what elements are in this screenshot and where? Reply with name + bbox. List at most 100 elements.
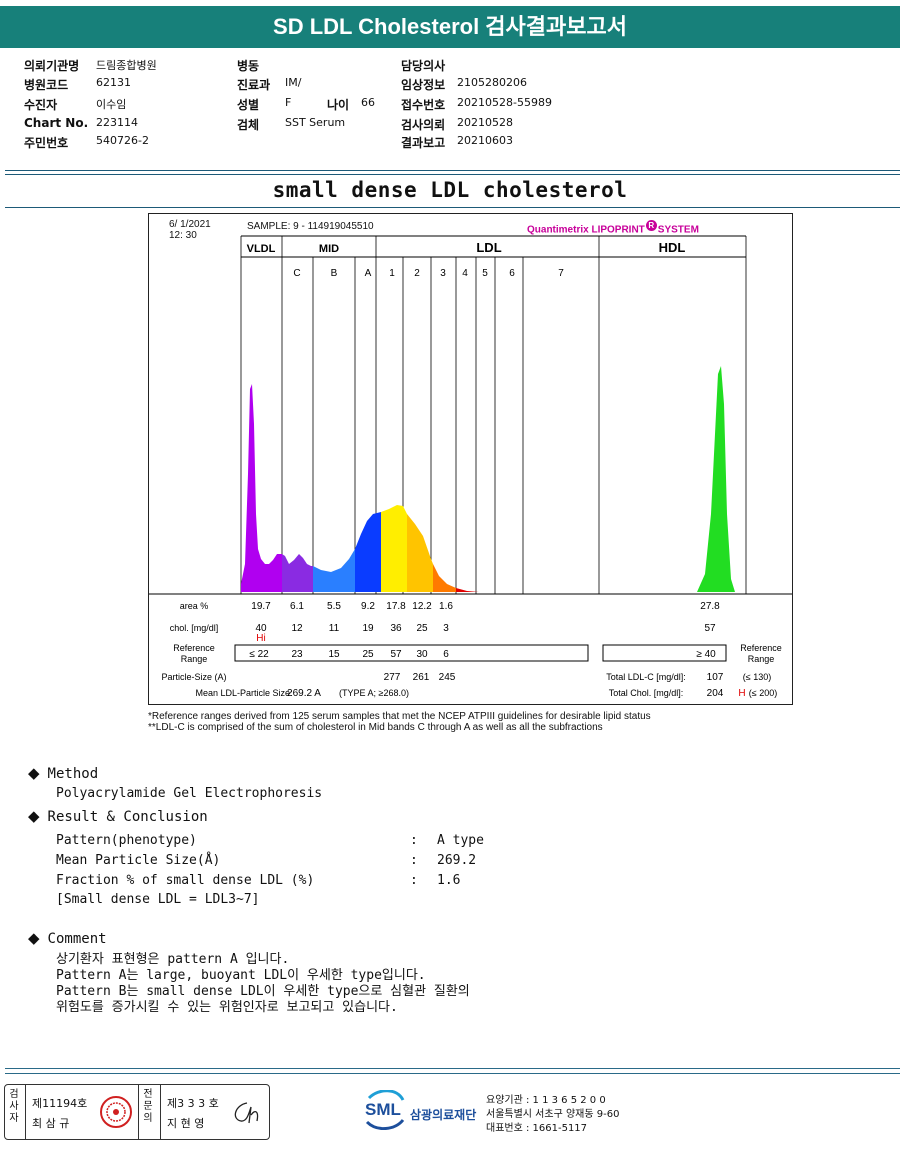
band-1-area — [381, 505, 407, 592]
area-value: 17.8 — [386, 601, 406, 612]
chart-time: 12: 30 — [169, 230, 197, 241]
divider — [5, 170, 900, 171]
ref-value: 57 — [390, 649, 402, 660]
section-title: small dense LDL cholesterol — [272, 178, 628, 202]
particle-value: 245 — [439, 672, 456, 683]
total-chol-label: Total Chol. [mg/dl]: — [609, 688, 684, 698]
registered-icon: R — [645, 220, 657, 231]
area-value: 19.7 — [251, 601, 271, 612]
area-value: 12.2 — [412, 601, 432, 612]
info-label: Chart No. — [24, 116, 89, 130]
sample-id: SAMPLE: 9 - 114919045510 — [247, 221, 374, 232]
info-value: 20210603 — [457, 134, 513, 147]
ref-range-box-hdl — [602, 644, 727, 662]
chol-value: 25 — [416, 623, 428, 634]
particle-value: 261 — [413, 672, 430, 683]
ref-value: ≤ 22 — [249, 649, 269, 660]
info-value: 20210528 — [457, 116, 513, 129]
signature-icon — [227, 1097, 265, 1130]
inspector-number: 제11194호 — [32, 1097, 88, 1110]
comment-line: Pattern A는 large, buoyant LDL이 우세한 type입… — [56, 968, 426, 983]
group-label-ldl: LDL — [476, 240, 501, 255]
lipoprint-chart: VLDL MID LDL HDL C B A 1 2 3 4 5 6 7 area % 19.7 6.1 5.5 9… — [148, 213, 793, 705]
ref-value-hdl: ≥ 40 — [696, 649, 716, 660]
specialist-name: 지 현 영 — [167, 1117, 205, 1130]
total-ldl-label: Total LDL-C [mg/dl]: — [606, 672, 686, 682]
chol-value: 19 — [362, 623, 374, 634]
area-value: 1.6 — [439, 601, 453, 612]
result-colon: : — [410, 873, 418, 888]
area-value: 6.1 — [290, 601, 304, 612]
brand-system: SYSTEM — [657, 224, 699, 236]
info-label: 결과보고 — [401, 136, 446, 150]
method-title: Method — [47, 766, 99, 782]
ref-label-right: Range — [748, 654, 775, 664]
info-value: 223114 — [96, 116, 138, 129]
result-extra: [Small dense LDL = LDL3~7] — [56, 892, 260, 907]
group-label-vldl: VLDL — [247, 243, 276, 255]
comment-line: Pattern B는 small dense LDL이 우세한 type으로 심… — [56, 984, 470, 999]
ref-value: 23 — [291, 649, 303, 660]
chol-value-hdl: 57 — [704, 623, 716, 634]
band-2-area — [407, 514, 433, 592]
diamond-icon: ◆ — [28, 807, 40, 825]
row-label-chol: chol. [mg/dl] — [170, 623, 219, 633]
result-label: Pattern(phenotype) — [56, 833, 197, 848]
band-label-C: C — [293, 268, 300, 279]
result-value: 1.6 — [437, 873, 461, 888]
specialist-number: 제3 3 3 호 — [167, 1097, 219, 1110]
total-ldl-value: 107 — [707, 672, 724, 683]
divider — [138, 1085, 139, 1139]
info-value: 62131 — [96, 76, 131, 89]
group-label-mid: MID — [319, 243, 339, 255]
band-label-5: 5 — [482, 268, 488, 279]
particle-value: 277 — [384, 672, 401, 683]
chol-value: 3 — [443, 623, 449, 634]
sml-logo-icon: SML — [363, 1089, 407, 1130]
info-label: 주민번호 — [24, 136, 69, 150]
total-ldl-ref: (≤ 130) — [743, 672, 771, 682]
info-value: 이수임 — [96, 98, 127, 111]
band-a-area — [355, 512, 381, 592]
chol-value: 36 — [390, 623, 402, 634]
particle-label: Particle-Size (A) — [161, 672, 226, 682]
age-label: 나이 — [327, 98, 350, 112]
inspector-name: 최 삼 규 — [32, 1117, 70, 1130]
ref-label-right: Reference — [740, 643, 782, 653]
area-value: 5.5 — [327, 601, 341, 612]
info-label: 의뢰기관명 — [24, 59, 80, 73]
info-label: 병동 — [237, 59, 260, 73]
org-phone: 대표번호 : 1661-5117 — [486, 1123, 588, 1134]
divider — [160, 1085, 161, 1139]
result-label: Mean Particle Size(Å) — [56, 853, 221, 868]
seal-stamp-icon — [99, 1095, 133, 1129]
info-label: 병원코드 — [24, 78, 69, 92]
divider — [5, 174, 900, 175]
info-label: 임상정보 — [401, 78, 446, 92]
band-3-area — [433, 564, 456, 592]
info-label: 성별 — [237, 98, 260, 112]
group-label-hdl: HDL — [659, 240, 686, 255]
ref-value: 15 — [328, 649, 340, 660]
method-heading: ◆ Method — [28, 764, 98, 782]
info-value: 540726-2 — [96, 134, 149, 147]
row-label-area: area % — [180, 601, 209, 611]
band-c-area — [282, 554, 313, 592]
band-label-4: 4 — [462, 268, 468, 279]
ref-value: 6 — [443, 649, 449, 660]
hi-flag: Hi — [256, 633, 265, 644]
report-title: SD LDL Cholesterol 검사결과보고서 — [0, 6, 900, 48]
ref-value: 30 — [416, 649, 428, 660]
mean-value: 269.2 A — [287, 688, 321, 699]
ref-label: Range — [181, 654, 208, 664]
info-label: 진료과 — [237, 78, 271, 92]
comment-heading: ◆ Comment — [28, 929, 107, 947]
org-code: 요양기관 : 1 1 3 6 5 2 0 0 — [486, 1095, 606, 1106]
ref-label: Reference — [173, 643, 215, 653]
info-label: 검사의뢰 — [401, 118, 446, 132]
footnote-1: *Reference ranges derived from 125 serum… — [148, 711, 651, 722]
info-value: 드림종합병원 — [96, 59, 157, 72]
method-text: Polyacrylamide Gel Electrophoresis — [56, 786, 323, 801]
comment-title: Comment — [47, 931, 107, 947]
diamond-icon: ◆ — [28, 929, 40, 947]
